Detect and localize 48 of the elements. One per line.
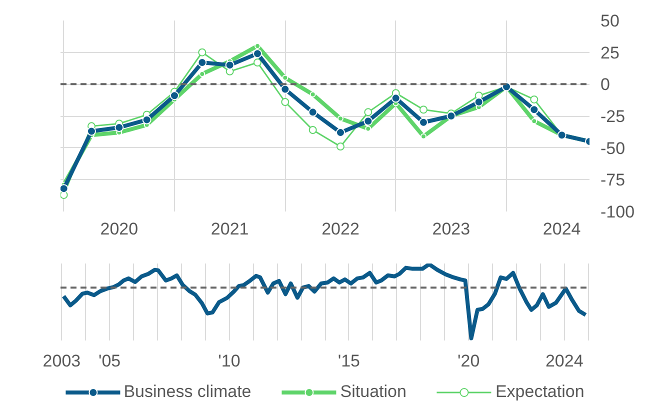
point (308, 108, 318, 117)
y-tick-label: -25 (600, 107, 626, 126)
point (419, 106, 428, 114)
point (282, 74, 288, 81)
point (391, 94, 400, 103)
y-tick-label: -50 (600, 138, 626, 158)
point (86, 126, 96, 136)
legend-label: Expectation (495, 382, 584, 402)
y-tick-label: -100 (600, 202, 635, 222)
point (281, 98, 290, 106)
y-tick-label: 25 (600, 43, 620, 62)
x-tick-label: 2021 (210, 220, 249, 238)
point (336, 142, 344, 151)
point (308, 126, 317, 134)
point (142, 115, 152, 124)
point (310, 91, 316, 98)
x-tick-label: 2023 (432, 220, 470, 238)
point (225, 60, 234, 70)
point (364, 116, 373, 126)
legend-label: Situation (340, 382, 406, 402)
legend-label: Business climate (124, 382, 252, 402)
point (337, 116, 344, 122)
point (253, 58, 262, 67)
x-tick-label: 2024 (542, 220, 581, 238)
point (280, 84, 290, 94)
point (60, 184, 68, 194)
point (170, 91, 179, 100)
x-tick-label: '05 (98, 352, 121, 370)
x-tick-label: 2003 (42, 352, 81, 370)
point (199, 70, 206, 77)
point (198, 58, 207, 68)
y-tick-label: -75 (600, 170, 626, 190)
point (198, 48, 206, 56)
point (530, 105, 539, 114)
point (530, 95, 538, 104)
y-tick-label: 50 (600, 12, 620, 30)
y-tick-label: 0 (600, 75, 610, 94)
x-tick-label: '20 (458, 352, 480, 370)
point (474, 98, 484, 106)
x-tick-label: 2024 (545, 352, 584, 370)
x-tick-label: 2022 (322, 220, 360, 238)
point (364, 108, 372, 116)
point (252, 49, 262, 58)
point (531, 118, 538, 124)
x-tick-label: 2020 (100, 220, 138, 238)
x-tick-label: '10 (218, 352, 240, 370)
point (418, 118, 428, 127)
x-tick-label: '15 (338, 352, 360, 370)
